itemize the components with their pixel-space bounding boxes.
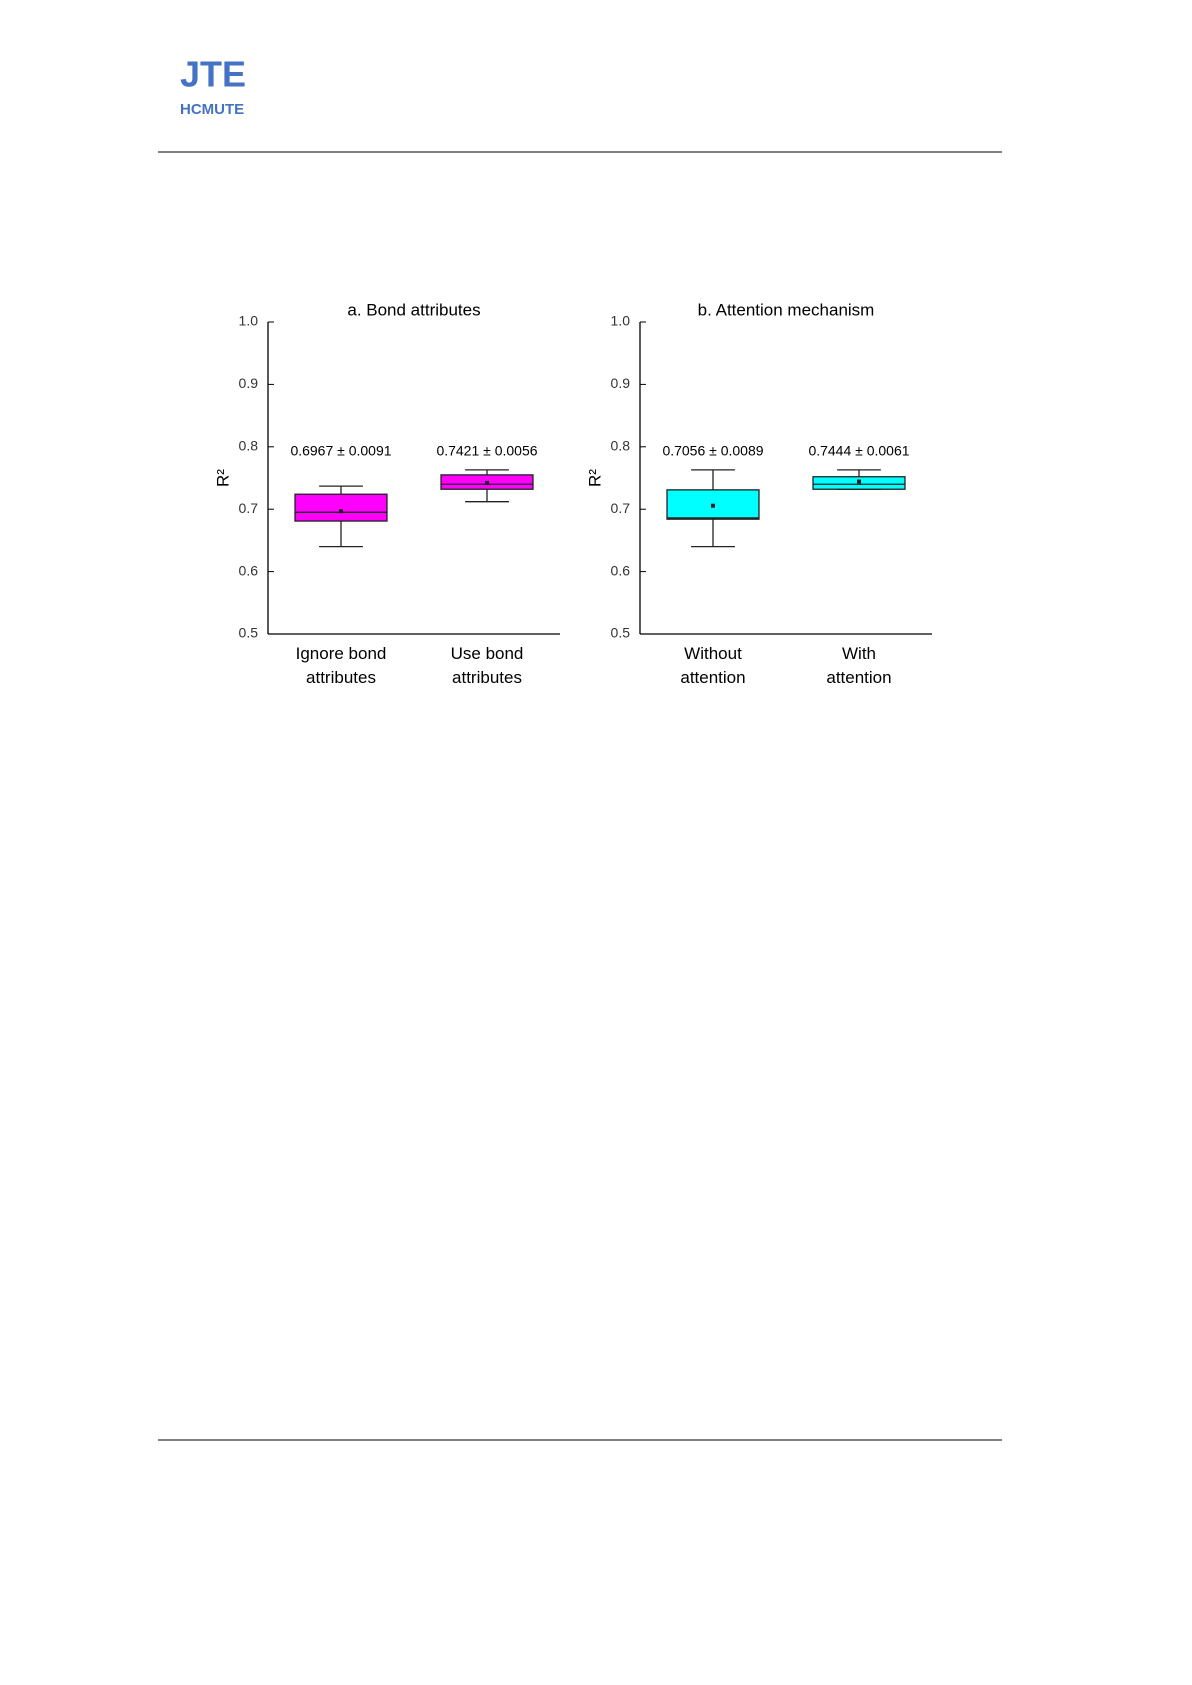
y-tick-label: 0.5 [239,625,259,641]
annotation: 0.7056 ± 0.0089 [662,443,763,459]
y-tick-label: 0.8 [611,438,631,454]
mean [711,503,715,508]
y-tick-label: 1.0 [611,313,631,329]
x-tick-label: Without attention [680,644,746,687]
logo-top: JTE [180,54,246,95]
mean [857,479,861,484]
x-tick-label: Use bond attributes [450,644,524,687]
y-tick-label: 0.5 [611,625,631,641]
y-tick-label: 0.6 [239,562,259,578]
y-tick-label: 0.9 [239,375,259,391]
box [294,493,388,522]
y-tick-label: 0.9 [611,375,631,391]
y-tick-label: 0.8 [239,438,259,454]
mean [339,509,343,514]
y-axis-label: R² [585,469,604,487]
x-tick-label: Ignore bond attributes [295,644,387,687]
annotation: 0.7444 ± 0.0061 [808,443,909,459]
x-tick-label: With attention [826,644,892,687]
y-axis-label: R² [213,469,232,487]
y-tick-label: 0.6 [611,562,631,578]
y-tick-label: 0.7 [611,500,631,516]
mean [485,480,489,485]
y-tick-label: 1.0 [239,313,259,329]
chart-title: b. Attention mechanism [698,300,875,319]
logo-bottom: HCMUTE [180,101,244,118]
chart-title: a. Bond attributes [347,300,480,319]
y-tick-label: 0.7 [239,500,259,516]
annotation: 0.6967 ± 0.0091 [290,443,391,459]
annotation: 0.7421 ± 0.0056 [436,443,537,459]
